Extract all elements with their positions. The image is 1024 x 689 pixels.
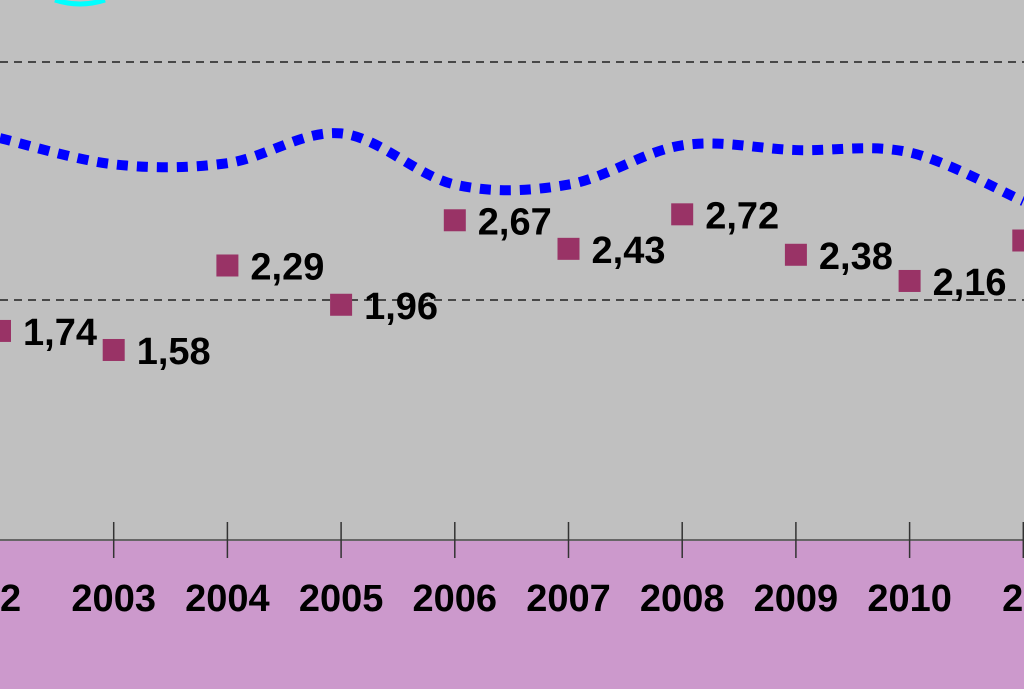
data-label: 1,58 xyxy=(137,331,211,373)
x-tick-label: 2004 xyxy=(185,578,270,620)
data-label: 2,43 xyxy=(592,230,666,272)
data-label: 1,74 xyxy=(23,312,97,354)
data-point-marker xyxy=(898,269,921,292)
x-tick-label: 02 xyxy=(0,578,21,620)
x-tick-label: 2009 xyxy=(754,578,839,620)
data-point-marker xyxy=(784,243,807,266)
partial-cyan-series-marker xyxy=(54,0,106,7)
data-point-marker xyxy=(671,203,694,226)
data-point-marker xyxy=(1012,229,1024,252)
x-axis-band xyxy=(0,540,1024,689)
data-point-marker xyxy=(557,237,580,260)
x-tick-label: 2003 xyxy=(71,578,156,620)
x-tick-label: 2006 xyxy=(413,578,498,620)
x-tick-label: 20 xyxy=(1002,578,1024,620)
x-tick-label: 2010 xyxy=(867,578,952,620)
data-point-marker xyxy=(216,254,239,277)
data-label: 2,72 xyxy=(705,195,779,237)
data-label: 2,67 xyxy=(478,201,552,243)
data-point-marker xyxy=(102,338,125,361)
x-tick-label: 2007 xyxy=(526,578,611,620)
data-label: 2,38 xyxy=(819,236,893,278)
x-tick-label: 2008 xyxy=(640,578,725,620)
data-label: 1,96 xyxy=(364,286,438,328)
data-point-marker xyxy=(443,209,466,232)
data-point-marker xyxy=(330,293,353,316)
data-point-marker xyxy=(0,319,11,342)
plot-area xyxy=(0,0,1024,540)
x-tick-label: 2005 xyxy=(299,578,384,620)
data-label: 2,16 xyxy=(933,262,1007,304)
data-label: 2,29 xyxy=(250,246,324,288)
blue-dotted-series-line xyxy=(0,128,1024,206)
